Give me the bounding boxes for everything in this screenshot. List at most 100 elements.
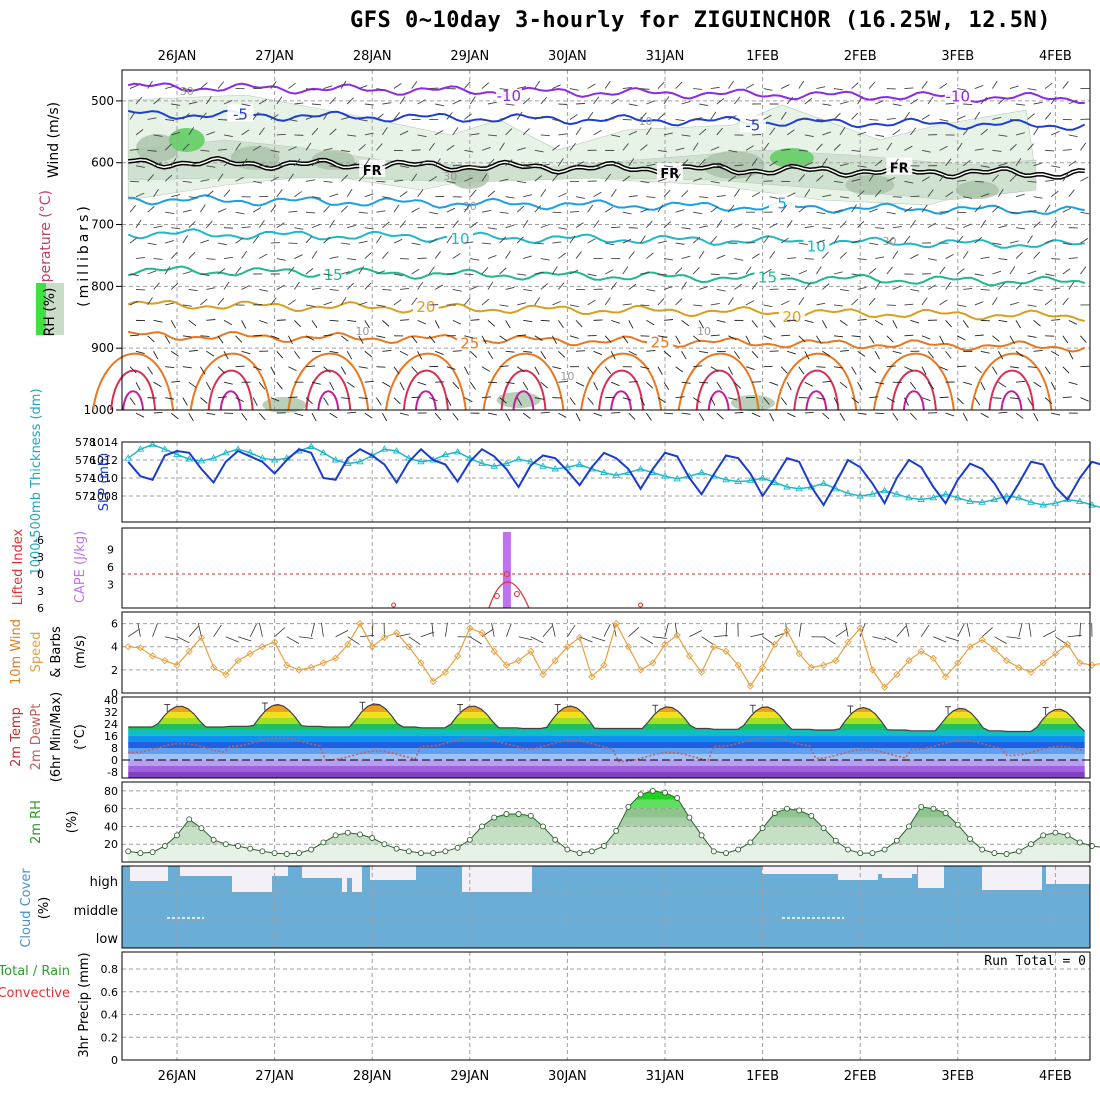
wind-barb <box>927 189 934 197</box>
wind-speed-point <box>624 643 633 651</box>
wind-barb <box>165 85 175 89</box>
lifted-index-axis-label: Lifted Index <box>11 528 26 605</box>
wind-barb <box>540 381 548 389</box>
wind-barb <box>417 351 423 360</box>
precip-tick-label: 0.2 <box>101 1031 119 1044</box>
wind-barb <box>270 114 279 120</box>
wind-barb <box>822 131 832 136</box>
wind-barb <box>364 132 374 136</box>
wind-barb <box>833 335 843 338</box>
thickness-point <box>575 460 584 467</box>
wind-barb <box>376 235 382 244</box>
wind-barb <box>699 196 709 199</box>
temp-tick-label: 40 <box>104 694 118 707</box>
rh-point <box>991 850 998 857</box>
wind-barb <box>992 270 1002 275</box>
wind-barb <box>323 334 333 337</box>
thickness-point <box>1002 492 1011 499</box>
wind-barb <box>487 281 494 290</box>
cloud-clear-gap <box>882 866 912 878</box>
wind-barb <box>646 220 653 228</box>
wind-barb <box>728 175 737 182</box>
wind-barb <box>992 80 998 89</box>
wind-barb <box>399 319 410 321</box>
wind-barb <box>323 397 329 406</box>
isotherm-label: 5 <box>777 195 787 213</box>
wind-barb <box>329 219 335 228</box>
wind-barb <box>998 381 1007 388</box>
wind-barb <box>164 335 171 344</box>
wind-barb <box>939 83 948 89</box>
wind-barb <box>223 227 234 229</box>
wind-barb <box>341 116 350 120</box>
wind-barb <box>452 350 462 352</box>
wind-barb <box>957 624 965 637</box>
wind-barb <box>751 350 759 359</box>
wind-barb <box>452 127 459 136</box>
wind-barb <box>1045 149 1055 152</box>
wind-barb <box>241 412 248 421</box>
wind-barb <box>604 366 612 375</box>
isotherm-label-bg <box>456 333 483 351</box>
wind-barb <box>822 412 830 420</box>
wind-barb <box>927 381 935 390</box>
wind-barb <box>188 289 198 292</box>
wind-barb <box>587 204 594 213</box>
wind-barb <box>857 319 867 321</box>
wind-barb <box>182 88 192 91</box>
wind-barb <box>945 191 954 198</box>
wind-barb <box>962 250 969 259</box>
isotherm-line <box>128 194 1085 215</box>
wind-barb <box>558 192 567 198</box>
thickness-point <box>978 498 986 505</box>
isotherm-label: -10 <box>497 87 522 105</box>
wind-barb <box>217 242 227 246</box>
rh-point <box>393 845 400 852</box>
wind-barb <box>868 267 877 275</box>
wind-barb <box>728 204 735 213</box>
wind-barb <box>681 351 687 360</box>
panel-frame <box>121 527 1091 609</box>
wind-barb <box>505 350 515 353</box>
wind-barb <box>693 117 703 120</box>
wind-barb <box>1033 101 1043 105</box>
wind-speed-point <box>832 656 840 665</box>
wind-barb <box>857 350 866 357</box>
wind-barb <box>170 251 178 259</box>
wind-speed-point <box>197 633 206 642</box>
temp-axis-label-3: (6hr Min/Max) <box>49 692 64 782</box>
wind-barb <box>347 224 357 229</box>
wind-barb <box>382 289 392 291</box>
wind-barb <box>435 103 445 107</box>
thickness-point <box>1027 498 1035 505</box>
isotherm-line <box>127 109 1086 131</box>
wind-barb <box>974 205 982 213</box>
wind-barb <box>640 180 650 184</box>
wind-barb <box>217 366 225 374</box>
wind-barb <box>628 158 635 167</box>
wind-barb <box>516 205 525 213</box>
y-tick-label: 600 <box>91 156 114 170</box>
wind-barb <box>1051 258 1061 260</box>
panel-frame <box>121 781 1091 863</box>
wind-barb <box>153 134 163 137</box>
wind-barb <box>505 250 511 259</box>
wind-speed-point <box>148 652 157 660</box>
wind-barb <box>364 282 372 290</box>
wind-barb <box>833 143 841 151</box>
wind-barb <box>358 144 366 151</box>
x-axis-bottom-label: 30JAN <box>548 1069 587 1084</box>
wind-barb <box>939 145 948 151</box>
wind-barb <box>593 165 603 169</box>
wind-barb <box>358 335 364 344</box>
wind-barb <box>839 381 848 389</box>
wind-barb <box>675 396 685 399</box>
wind-barb <box>804 411 814 414</box>
isotherm-label-bg <box>647 332 674 350</box>
wind-barb <box>1062 173 1069 182</box>
wind-barb <box>1080 397 1089 402</box>
wind-axis-label-3: & Barbs <box>49 626 64 678</box>
wind-barb <box>329 165 339 168</box>
wind-barb <box>1033 127 1039 136</box>
wind-barb <box>892 158 899 167</box>
